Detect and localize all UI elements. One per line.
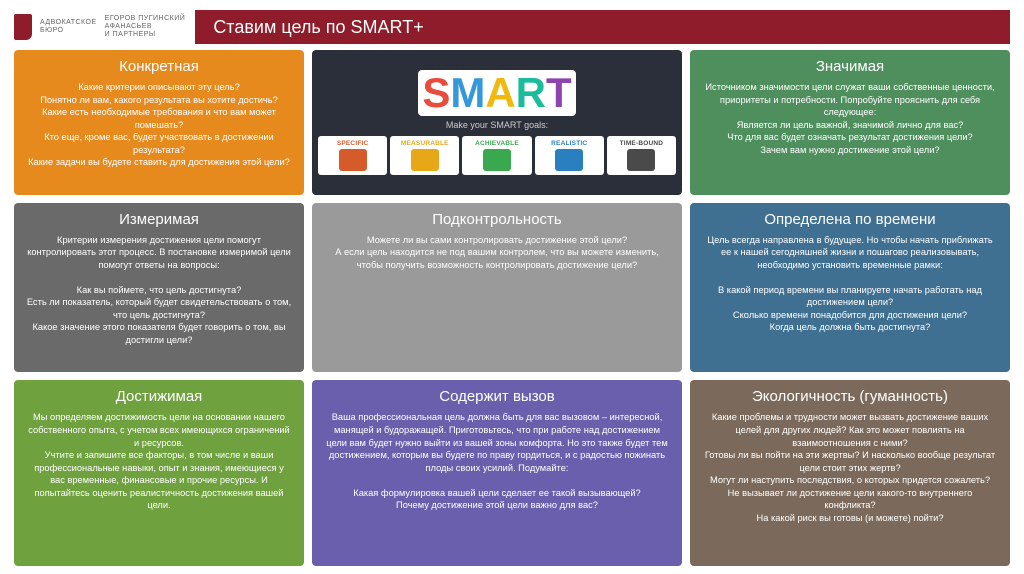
page-title: Ставим цель по SMART+ bbox=[195, 10, 1010, 44]
card-body: Цель всегда направлена в будущее. Но что… bbox=[702, 234, 998, 334]
logo-line2: БЮРО bbox=[40, 27, 97, 35]
smart-box-realistic: REALISTIC bbox=[535, 136, 604, 175]
logo-line3: ЕГОРОВ ПУГИНСКИЙ bbox=[105, 15, 186, 23]
smart-letter-m: M bbox=[450, 72, 485, 114]
smart-lbl: TIME-BOUND bbox=[609, 140, 674, 147]
grid: Конкретная Какие критерии описывают эту … bbox=[14, 50, 1010, 566]
card-body: Источником значимости цели служат ваши с… bbox=[702, 81, 998, 156]
card-body: Критерии измерения достижения цели помог… bbox=[26, 234, 292, 347]
page: АДВОКАТСКОЕ БЮРО ЕГОРОВ ПУГИНСКИЙ АФАНАС… bbox=[0, 0, 1024, 574]
card-title: Определена по времени bbox=[702, 211, 998, 228]
smart-row: SPECIFIC MEASURABLE ACHIEVABLE REALISTIC… bbox=[318, 136, 676, 175]
smart-box-specific: SPECIFIC bbox=[318, 136, 387, 175]
card-title: Значимая bbox=[702, 58, 998, 75]
check-icon bbox=[483, 149, 511, 171]
card-challenge: Содержит вызов Ваша профессиональная цел… bbox=[312, 380, 682, 566]
card-body: Можете ли вы сами контролировать достиже… bbox=[324, 234, 670, 272]
gauge-icon bbox=[555, 149, 583, 171]
logo-line4: АФАНАСЬЕВ bbox=[105, 23, 186, 31]
logo-text: АДВОКАТСКОЕ БЮРО bbox=[40, 19, 97, 35]
smart-letter-s: S bbox=[422, 72, 450, 114]
logo-line5: И ПАРТНЕРЫ bbox=[105, 31, 186, 39]
smart-letter-r: R bbox=[516, 72, 546, 114]
title-text: Ставим цель по SMART+ bbox=[213, 17, 423, 38]
smart-letter-a: A bbox=[485, 72, 515, 114]
logo-line1: АДВОКАТСКОЕ bbox=[40, 19, 97, 27]
smart-lbl: ACHIEVABLE bbox=[464, 140, 529, 147]
smart-box-timebound: TIME-BOUND bbox=[607, 136, 676, 175]
chart-icon bbox=[411, 149, 439, 171]
card-title: Измеримая bbox=[26, 211, 292, 228]
logo-mark bbox=[14, 14, 32, 40]
smart-box-achievable: ACHIEVABLE bbox=[462, 136, 531, 175]
card-body: Ваша профессиональная цель должна быть д… bbox=[324, 411, 670, 511]
smart-letter-t: T bbox=[546, 72, 572, 114]
card-control: Подконтрольность Можете ли вы сами контр… bbox=[312, 203, 682, 373]
card-timebound: Определена по времени Цель всегда направ… bbox=[690, 203, 1010, 373]
card-body: Какие критерии описывают эту цель? Понят… bbox=[26, 81, 292, 169]
card-body: Мы определяем достижимость цели на основ… bbox=[26, 411, 292, 511]
card-title: Конкретная bbox=[26, 58, 292, 75]
smart-word: S M A R T bbox=[418, 70, 575, 116]
card-title: Содержит вызов bbox=[324, 388, 670, 405]
clock-icon bbox=[627, 149, 655, 171]
smart-lbl: REALISTIC bbox=[537, 140, 602, 147]
card-meaningful: Значимая Источником значимости цели служ… bbox=[690, 50, 1010, 195]
card-body: Какие проблемы и трудности может вызвать… bbox=[702, 411, 998, 524]
card-title: Подконтрольность bbox=[324, 211, 670, 228]
card-title: Достижимая bbox=[26, 388, 292, 405]
smart-image: S M A R T Make your SMART goals: SPECIFI… bbox=[312, 50, 682, 195]
card-achievable: Достижимая Мы определяем достижимость це… bbox=[14, 380, 304, 566]
card-measurable: Измеримая Критерии измерения достижения … bbox=[14, 203, 304, 373]
logo-text-2: ЕГОРОВ ПУГИНСКИЙ АФАНАСЬЕВ И ПАРТНЕРЫ bbox=[105, 15, 186, 39]
topbar: АДВОКАТСКОЕ БЮРО ЕГОРОВ ПУГИНСКИЙ АФАНАС… bbox=[14, 10, 1010, 44]
logo-block: АДВОКАТСКОЕ БЮРО ЕГОРОВ ПУГИНСКИЙ АФАНАС… bbox=[14, 10, 195, 44]
card-specific: Конкретная Какие критерии описывают эту … bbox=[14, 50, 304, 195]
card-title: Экологичность (гуманность) bbox=[702, 388, 998, 405]
smart-box-measurable: MEASURABLE bbox=[390, 136, 459, 175]
smart-lbl: MEASURABLE bbox=[392, 140, 457, 147]
target-icon bbox=[339, 149, 367, 171]
smart-lbl: SPECIFIC bbox=[320, 140, 385, 147]
card-ecology: Экологичность (гуманность) Какие проблем… bbox=[690, 380, 1010, 566]
smart-subtitle: Make your SMART goals: bbox=[446, 120, 548, 130]
